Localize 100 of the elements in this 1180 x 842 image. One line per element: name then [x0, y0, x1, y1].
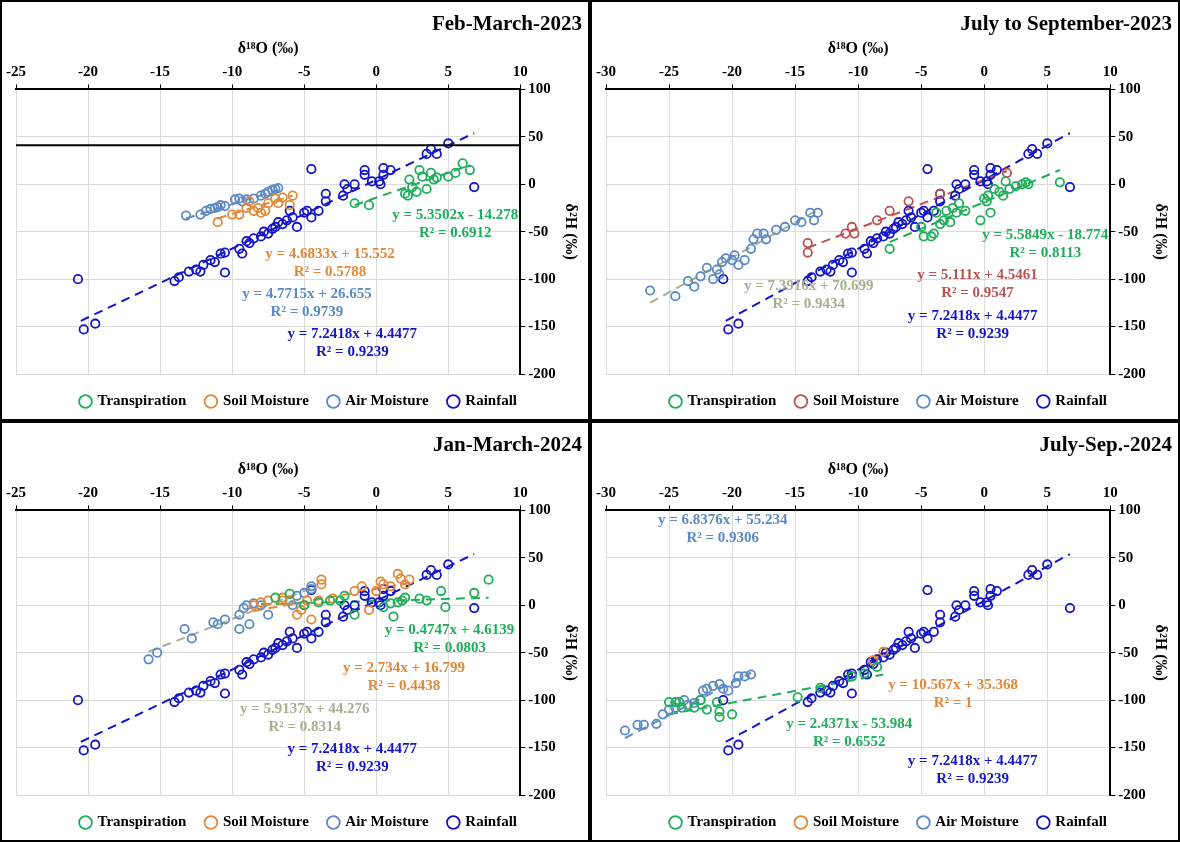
x-axis-title: δ¹⁸O (‰): [237, 459, 299, 478]
x-tick-label: -15: [785, 63, 806, 80]
chart-title: Feb-March-2023: [431, 11, 582, 36]
x-tick-label: 5: [1043, 484, 1052, 501]
y-tick-label: 100: [1118, 501, 1141, 518]
x-tick-label: -20: [78, 484, 99, 501]
x-tick-label: 10: [512, 484, 528, 501]
x-tick-label: -25: [6, 484, 26, 501]
y-axis-title: δ²H (‰): [562, 203, 581, 260]
y-tick-label: -150: [528, 738, 556, 755]
x-tick-label: -15: [150, 484, 171, 501]
annotation: y = 2.4371x - 53.984: [786, 714, 913, 731]
x-axis-title: δ¹⁸O (‰): [827, 459, 889, 478]
annotation: R² = 0.6552: [812, 732, 886, 749]
y-tick-label: -200: [1118, 785, 1146, 802]
annotation: y = 5.111x + 4.5461: [917, 265, 1038, 282]
annotation: R² = 0.9239: [936, 325, 1009, 342]
legend-label: Air Moisture: [935, 392, 1019, 409]
x-tick-label: 5: [1043, 63, 1052, 80]
annotation: y = 5.3502x - 14.278: [392, 205, 519, 222]
x-tick-label: 0: [372, 63, 380, 80]
annotation: R² = 0.5788: [293, 263, 367, 280]
x-tick-label: -30: [596, 484, 616, 501]
legend-label: Transpiration: [687, 813, 778, 830]
annotation: R² = 0.9547: [941, 283, 1015, 300]
x-tick-label: 5: [444, 484, 453, 501]
legend-label: Rainfall: [1055, 392, 1108, 409]
x-tick-label: 10: [1102, 484, 1118, 501]
x-tick-label: -10: [848, 63, 869, 80]
annotation: y = 7.2418x + 4.4477: [287, 740, 418, 757]
annotation: R² = 0.8314: [268, 718, 342, 735]
y-axis-title: δ²H (‰): [1152, 203, 1171, 260]
legend-label: Rainfall: [1055, 813, 1108, 830]
y-axis-title: δ²H (‰): [562, 624, 581, 681]
legend-label: Air Moisture: [345, 392, 429, 409]
annotation: R² = 0.9434: [772, 294, 846, 311]
y-tick-label: -150: [1118, 317, 1146, 334]
y-tick-label: 0: [528, 596, 536, 613]
y-tick-label: -150: [1118, 738, 1146, 755]
legend-label: Soil Moisture: [222, 813, 310, 830]
y-tick-label: 50: [1118, 548, 1134, 565]
x-tick-label: 5: [444, 63, 453, 80]
x-axis-title: δ¹⁸O (‰): [237, 38, 299, 57]
x-tick-label: -10: [222, 484, 243, 501]
x-tick-label: -5: [914, 484, 928, 501]
annotation: y = 4.6833x + 15.552: [265, 245, 395, 262]
annotation: y = 5.5849x - 18.774: [982, 226, 1109, 243]
x-tick-label: -25: [659, 63, 680, 80]
y-tick-label: 100: [528, 501, 551, 518]
y-tick-label: 50: [528, 127, 544, 144]
annotation: R² = 0.9739: [270, 302, 344, 319]
legend-label: Transpiration: [687, 392, 778, 409]
annotation: y = 7.3916x + 70.699: [743, 276, 874, 293]
y-tick-label: -50: [528, 643, 549, 660]
x-tick-label: -20: [722, 63, 743, 80]
x-tick-label: -15: [150, 63, 171, 80]
annotation: R² = 0.9239: [316, 343, 389, 360]
y-tick-label: -50: [1118, 643, 1139, 660]
annotation: R² = 0.9306: [686, 528, 760, 545]
y-tick-label: -50: [1118, 222, 1139, 239]
annotation: y = 4.7715x + 26.655: [242, 284, 372, 301]
annotation: y = 7.2418x + 4.4477: [287, 325, 418, 342]
annotation: R² = 0.6912: [418, 223, 492, 240]
y-tick-label: -150: [528, 317, 556, 334]
annotation: y = 6.8376x + 55.234: [657, 510, 789, 527]
x-tick-label: -5: [914, 63, 928, 80]
annotation: y = 7.2418x + 4.4477: [907, 752, 1038, 769]
legend-label: Soil Moisture: [812, 813, 900, 830]
x-tick-label: -5: [297, 63, 311, 80]
y-tick-label: 0: [1118, 596, 1126, 613]
annotation: R² = 1: [933, 694, 973, 711]
legend-label: Transpiration: [97, 392, 188, 409]
legend-label: Air Moisture: [935, 813, 1019, 830]
annotation: R² = 0.4438: [367, 677, 441, 694]
legend-label: Rainfall: [465, 813, 518, 830]
annotation: y = 2.734x + 16.799: [342, 659, 466, 676]
y-tick-label: 0: [1118, 175, 1126, 192]
annotation: y = 0.4747x + 4.6139: [384, 621, 515, 638]
x-tick-label: -10: [222, 63, 243, 80]
chart-title: July to September-2023: [960, 11, 1172, 36]
y-axis-title: δ²H (‰): [1152, 624, 1171, 681]
annotation: y = 10.567x + 35.368: [888, 676, 1018, 693]
legend-label: Transpiration: [97, 813, 188, 830]
y-tick-label: -200: [528, 364, 556, 381]
x-tick-label: 10: [1102, 63, 1118, 80]
y-tick-label: 0: [528, 175, 536, 192]
y-tick-label: -100: [1118, 691, 1146, 708]
y-tick-label: -50: [528, 222, 549, 239]
chart-title: July-Sep.-2024: [1039, 432, 1173, 457]
y-tick-label: 100: [1118, 80, 1141, 97]
y-tick-label: -100: [528, 270, 556, 287]
annotation: R² = 0.8113: [1009, 244, 1082, 261]
y-tick-label: -100: [528, 691, 556, 708]
x-tick-label: 10: [512, 63, 528, 80]
annotation: R² = 0.9239: [936, 770, 1009, 787]
annotation: y = 5.9137x + 44.276: [239, 700, 371, 717]
x-tick-label: 0: [980, 484, 988, 501]
x-axis-title: δ¹⁸O (‰): [827, 38, 889, 57]
x-tick-label: 0: [372, 484, 380, 501]
chart-title: Jan-March-2024: [433, 432, 583, 457]
